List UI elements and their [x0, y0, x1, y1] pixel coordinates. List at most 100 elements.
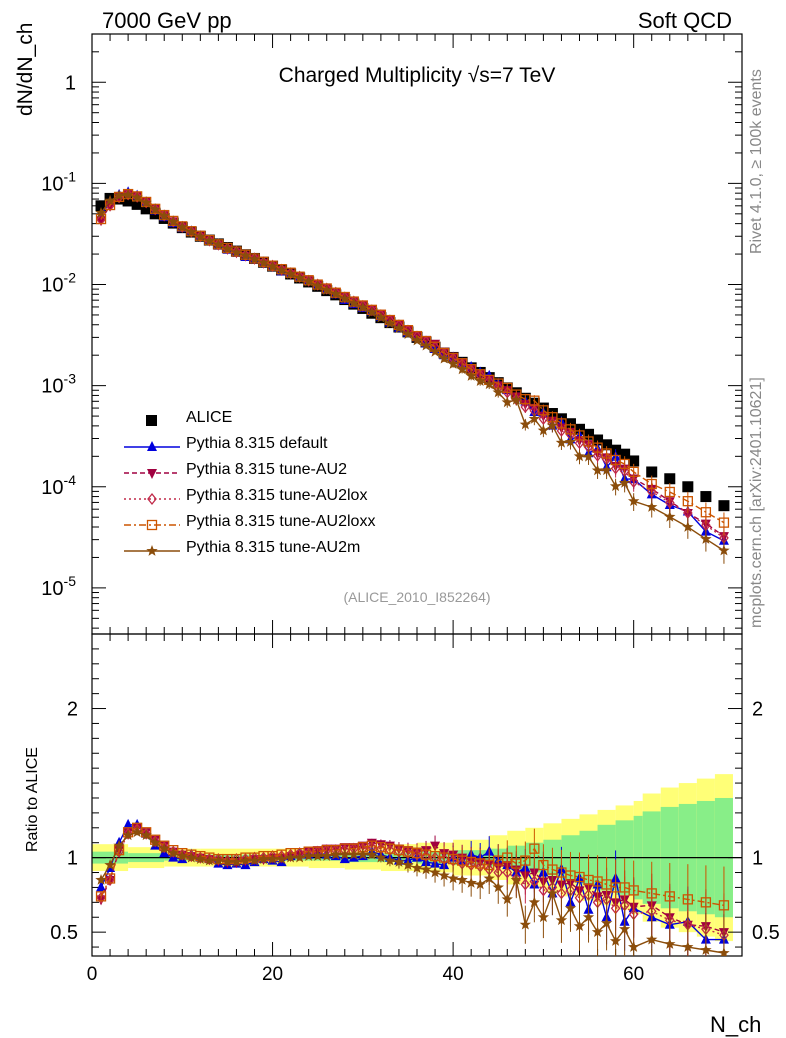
- y-tick-exponent: -4: [64, 472, 77, 488]
- ratio-point: [402, 859, 414, 870]
- ratio-point: [303, 850, 315, 861]
- ratio-point: [293, 851, 306, 863]
- series-point: [230, 246, 243, 258]
- series-point: [194, 230, 206, 242]
- ratio-point: [628, 885, 639, 896]
- series-point: [321, 284, 333, 295]
- legend-marker: [147, 492, 157, 506]
- triangle-up-icon: [124, 441, 180, 451]
- series-point: [510, 393, 522, 405]
- series-point: [384, 317, 396, 329]
- legend-label: Pythia 8.315 tune-AU2m: [186, 539, 361, 556]
- ratio-point: [510, 874, 522, 885]
- legend-marker: [147, 469, 157, 479]
- series-point: [537, 424, 550, 436]
- x-tick-label: 20: [262, 964, 283, 985]
- series-point: [519, 418, 531, 430]
- ratio-point: [646, 888, 657, 899]
- alice-marker-icon: [146, 415, 157, 426]
- series-point: [592, 442, 603, 453]
- ratio-point: [105, 873, 115, 887]
- legend-entry-au2lox: Pythia 8.315 tune-AU2lox: [122, 487, 462, 513]
- ratio-point: [141, 827, 151, 840]
- legend-label: ALICE: [186, 409, 233, 426]
- x-axis-label: N_ch: [710, 1012, 762, 1037]
- series-point: [348, 297, 360, 309]
- ratio-point: [357, 848, 369, 860]
- ratio-point: [502, 866, 513, 879]
- y-tick-base: 10: [41, 578, 63, 600]
- mcplots-credit-label: mcplots.cern.ch [arXiv:2401.10621]: [748, 377, 765, 628]
- ratio-point: [700, 944, 712, 955]
- series-point: [600, 464, 613, 476]
- y-tick-label: 10-5: [41, 573, 76, 600]
- series-point: [628, 466, 639, 478]
- series-point: [546, 419, 559, 431]
- series-point: [158, 209, 170, 221]
- series-point: [222, 242, 233, 255]
- series-point: [456, 363, 468, 375]
- ratio-point: [321, 850, 333, 861]
- ratio-point: [330, 848, 342, 860]
- ratio-point: [203, 854, 216, 866]
- series-point: [312, 279, 324, 291]
- alice-point: [700, 491, 712, 503]
- series-line: [100, 193, 725, 524]
- ratio-point: [600, 917, 613, 929]
- ratio-point: [312, 850, 324, 861]
- series-point: [113, 189, 125, 201]
- ratio-point: [348, 848, 360, 860]
- ratio-point: [150, 835, 161, 848]
- ratio-point: [519, 918, 531, 930]
- y-tick-exponent: -3: [64, 371, 77, 387]
- ratio-point: [483, 872, 495, 884]
- ratio-point: [177, 848, 188, 861]
- series-point: [185, 226, 197, 237]
- ratio-point: [384, 854, 396, 866]
- alice-point: [646, 466, 658, 478]
- ratio-tick-label: 2: [752, 699, 763, 721]
- series-point: [284, 268, 297, 279]
- ratio-point: [140, 829, 152, 841]
- alice-point: [95, 200, 107, 212]
- ratio-point: [529, 843, 540, 854]
- series-4-ratio: [95, 826, 730, 956]
- y-tick-exponent: -1: [64, 168, 77, 184]
- ratio-point: [95, 891, 107, 902]
- triangle-down-icon: [124, 469, 180, 479]
- series-point: [203, 235, 216, 246]
- ratio-point: [411, 862, 423, 873]
- ratio-point: [591, 926, 604, 937]
- series-point: [556, 418, 567, 429]
- series-point: [221, 242, 234, 254]
- series-point: [538, 412, 549, 426]
- alice-point: [583, 428, 595, 440]
- series-point: [149, 203, 161, 215]
- series-point: [275, 264, 288, 276]
- x-tick-label: 0: [87, 964, 98, 985]
- ratio-axis-label: Ratio to ALICE: [24, 747, 41, 852]
- series-point: [465, 370, 477, 381]
- series-point: [366, 306, 378, 318]
- series-point: [618, 476, 631, 488]
- y-tick-base: 10: [41, 376, 63, 398]
- series-point: [664, 486, 675, 498]
- square-icon: [124, 519, 180, 531]
- series-point: [257, 256, 270, 268]
- ratio-point: [502, 852, 513, 863]
- series-point: [556, 424, 567, 437]
- ratio-point: [194, 853, 206, 864]
- series-point: [402, 328, 414, 339]
- series-point: [492, 386, 504, 398]
- series-point: [502, 382, 513, 394]
- ratio-tick-label: 0.5: [50, 922, 78, 944]
- y-tick-base: 10: [41, 477, 63, 499]
- ratio-point: [167, 847, 179, 858]
- ratio-point: [123, 827, 133, 840]
- ratio-point: [339, 853, 350, 864]
- alice-point: [592, 434, 604, 446]
- ratio-point: [582, 911, 595, 923]
- ratio-point: [520, 855, 531, 866]
- ratio-point: [447, 872, 459, 884]
- series-point: [447, 358, 459, 369]
